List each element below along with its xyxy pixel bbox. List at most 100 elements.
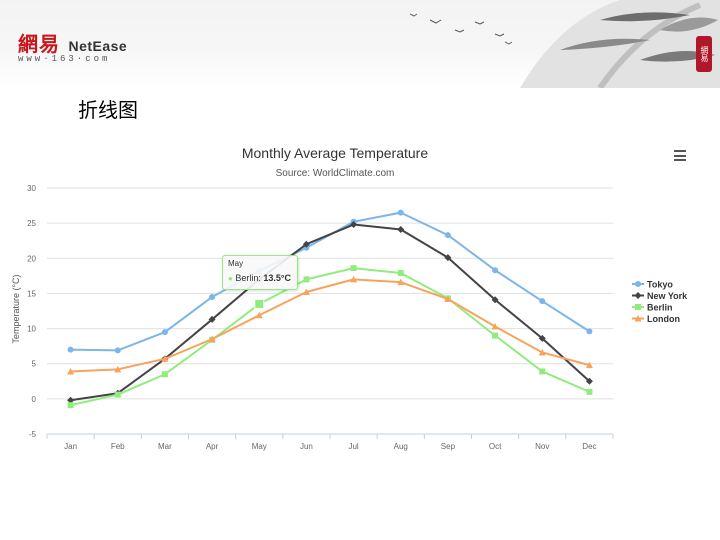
data-point-berlin[interactable] bbox=[303, 276, 310, 283]
data-point-tokyo[interactable] bbox=[161, 329, 168, 336]
logo-english: NetEase bbox=[68, 38, 128, 54]
data-point-london[interactable] bbox=[585, 361, 593, 369]
x-tick-label: Oct bbox=[489, 442, 502, 451]
y-tick-label: 0 bbox=[32, 395, 37, 404]
data-point-berlin[interactable] bbox=[586, 388, 593, 395]
series-line-berlin bbox=[70, 267, 590, 407]
data-point-new-york[interactable] bbox=[208, 315, 216, 323]
data-point-new-york[interactable] bbox=[444, 254, 452, 262]
x-tick-label: Feb bbox=[111, 442, 125, 451]
y-tick-label: 30 bbox=[27, 184, 36, 193]
series-london bbox=[67, 275, 593, 375]
logo-url: www·163·com bbox=[18, 54, 111, 64]
data-point-tokyo[interactable] bbox=[539, 298, 546, 305]
x-tick-label: Nov bbox=[535, 442, 549, 451]
data-point-tokyo[interactable] bbox=[397, 209, 404, 216]
data-point-berlin[interactable] bbox=[350, 265, 357, 272]
x-tick-label: Mar bbox=[158, 442, 172, 451]
legend-item-london[interactable]: London bbox=[632, 314, 680, 324]
x-tick-label: Jul bbox=[348, 442, 358, 451]
data-point-london[interactable] bbox=[397, 278, 405, 286]
data-point-new-york[interactable] bbox=[350, 221, 358, 229]
legend-label: New York bbox=[647, 291, 688, 301]
x-tick-label: Dec bbox=[582, 442, 596, 451]
data-point-berlin[interactable] bbox=[397, 270, 404, 277]
legend-label: Berlin bbox=[647, 303, 673, 313]
data-point-tokyo[interactable] bbox=[209, 293, 216, 300]
data-point-london[interactable] bbox=[350, 275, 358, 283]
data-point-london[interactable] bbox=[538, 348, 546, 356]
data-point-london[interactable] bbox=[67, 367, 75, 375]
data-point-london[interactable] bbox=[302, 288, 310, 296]
series bbox=[67, 209, 593, 409]
y-tick-label: 15 bbox=[27, 289, 36, 298]
x-tick-label: Jun bbox=[300, 442, 313, 451]
data-point-berlin[interactable] bbox=[114, 391, 121, 398]
y-tick-label: -5 bbox=[29, 430, 37, 439]
data-point-tokyo[interactable] bbox=[67, 346, 74, 353]
page-heading: 折线图 bbox=[78, 98, 138, 122]
data-point-new-york[interactable] bbox=[491, 296, 499, 304]
data-point-new-york[interactable] bbox=[538, 334, 546, 342]
header-band: 網易 NetEase www·163·com 網易 bbox=[0, 0, 720, 88]
tooltip-series: Berlin bbox=[235, 273, 259, 283]
data-point-london[interactable] bbox=[208, 335, 216, 343]
data-point-london[interactable] bbox=[444, 295, 452, 303]
highlighted-point[interactable] bbox=[254, 298, 265, 309]
legend-marker[interactable] bbox=[635, 304, 641, 310]
tooltip-value: 13.5°C bbox=[263, 273, 292, 283]
data-point-tokyo[interactable] bbox=[114, 347, 121, 354]
grid bbox=[47, 187, 613, 435]
series-line-london bbox=[70, 278, 590, 373]
x-tick-label: Sep bbox=[441, 442, 456, 451]
data-point-new-york[interactable] bbox=[585, 377, 593, 385]
data-point-new-york[interactable] bbox=[397, 225, 405, 233]
data-point-berlin[interactable] bbox=[492, 332, 499, 339]
legend-marker[interactable] bbox=[634, 315, 642, 322]
x-tick-label: May bbox=[252, 442, 267, 451]
x-tick-label: Jan bbox=[64, 442, 77, 451]
series-tokyo bbox=[67, 209, 593, 354]
data-point-new-york[interactable] bbox=[67, 396, 75, 404]
x-tick-label: Apr bbox=[206, 442, 219, 451]
legend-item-berlin[interactable]: Berlin bbox=[632, 303, 673, 313]
axes: -5 0 5 10 15 20 25 30 Jan Feb Mar Apr May Jun Jul Aug Se… bbox=[27, 184, 614, 451]
legend-label: London bbox=[647, 314, 680, 324]
y-tick-label: 10 bbox=[27, 325, 36, 334]
series-new-york bbox=[67, 221, 593, 404]
data-point-berlin[interactable] bbox=[67, 402, 74, 409]
tooltip-category: May bbox=[228, 259, 244, 268]
y-tick-label: 25 bbox=[27, 219, 36, 228]
tooltip: May ● Berlin: 13.5°C bbox=[222, 255, 298, 290]
data-point-london[interactable] bbox=[491, 322, 499, 330]
legend-item-new-york[interactable]: New York bbox=[632, 291, 688, 301]
chart-subtitle: Source: WorldClimate.com bbox=[276, 168, 395, 179]
legend-item-tokyo[interactable]: Tokyo bbox=[632, 280, 673, 290]
y-axis-label: Temperature (°C) bbox=[11, 274, 21, 343]
series-line-tokyo bbox=[70, 211, 590, 352]
data-point-tokyo[interactable] bbox=[586, 328, 593, 335]
hamburger-menu-icon[interactable] bbox=[674, 150, 686, 161]
y-tick-label: 20 bbox=[27, 254, 36, 263]
data-point-new-york[interactable] bbox=[302, 240, 310, 248]
chart-title: Monthly Average Temperature bbox=[242, 145, 428, 161]
data-point-berlin[interactable] bbox=[539, 368, 546, 375]
red-seal: 網易 bbox=[696, 36, 712, 72]
data-point-berlin[interactable] bbox=[161, 371, 168, 378]
data-point-tokyo[interactable] bbox=[444, 232, 451, 239]
tooltip-row: ● Berlin: 13.5°C bbox=[228, 273, 292, 283]
tooltip-bullet-icon: ● bbox=[228, 274, 233, 283]
line-chart: -5 0 5 10 15 20 25 30 Jan Feb Mar Apr May Jun Jul Aug Se… bbox=[11, 145, 688, 451]
data-point-london[interactable] bbox=[114, 365, 122, 373]
data-point-tokyo[interactable] bbox=[492, 267, 499, 274]
series-line-new-york bbox=[70, 223, 591, 402]
legend-marker[interactable] bbox=[634, 292, 642, 299]
x-tick-label: Aug bbox=[394, 442, 408, 451]
data-point-london[interactable] bbox=[161, 355, 169, 362]
legend-marker[interactable] bbox=[635, 281, 641, 287]
logo-chinese: 網易 bbox=[18, 32, 60, 56]
netease-logo: 網易 NetEase www·163·com bbox=[18, 28, 128, 64]
y-tick-label: 5 bbox=[32, 360, 37, 369]
data-point-london[interactable] bbox=[255, 311, 263, 319]
